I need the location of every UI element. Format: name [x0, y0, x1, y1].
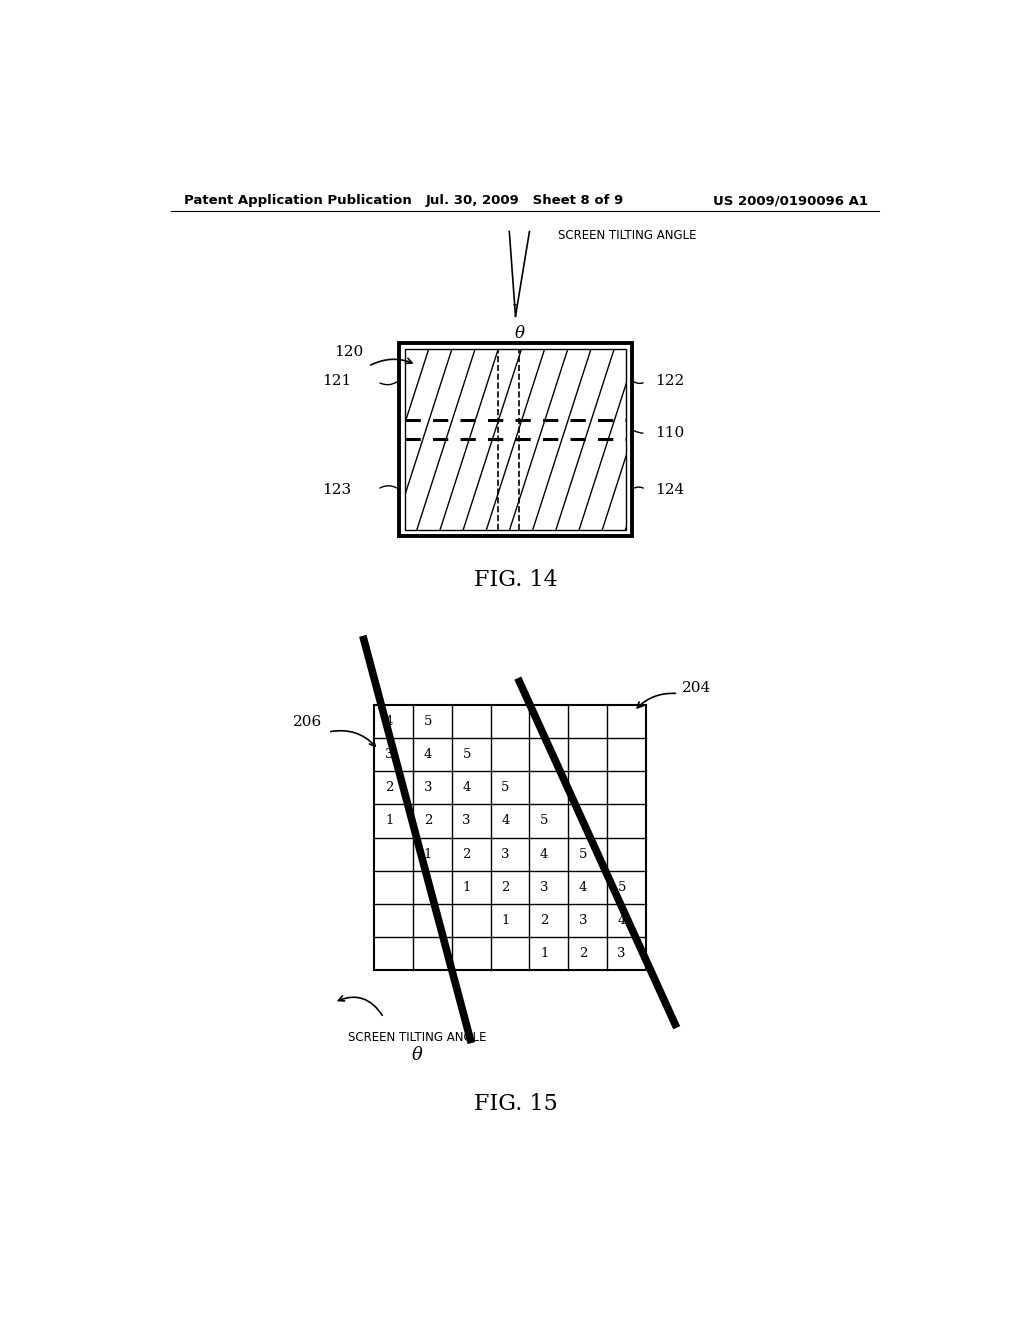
Bar: [406, 350, 626, 529]
Text: 4: 4: [424, 748, 432, 762]
Text: 4: 4: [617, 913, 626, 927]
Text: 3: 3: [385, 748, 393, 762]
Text: 5: 5: [463, 748, 471, 762]
Text: 124: 124: [655, 483, 684, 496]
Text: 3: 3: [501, 847, 510, 861]
Text: 1: 1: [424, 847, 432, 861]
Text: 4: 4: [579, 880, 587, 894]
Text: 1: 1: [463, 880, 471, 894]
Text: 4: 4: [385, 715, 393, 729]
Text: 1: 1: [501, 913, 510, 927]
Text: 204: 204: [682, 681, 712, 696]
Text: 1: 1: [385, 814, 393, 828]
Text: Patent Application Publication: Patent Application Publication: [183, 194, 412, 207]
Text: 5: 5: [424, 715, 432, 729]
Text: 120: 120: [334, 346, 364, 359]
Text: 3: 3: [617, 946, 626, 960]
Text: 121: 121: [322, 374, 351, 388]
Text: θ: θ: [412, 1045, 423, 1064]
Text: 5: 5: [540, 814, 549, 828]
Text: US 2009/0190096 A1: US 2009/0190096 A1: [713, 194, 868, 207]
Text: 4: 4: [501, 814, 510, 828]
Text: 2: 2: [385, 781, 393, 795]
Text: 2: 2: [463, 847, 471, 861]
Text: FIG. 14: FIG. 14: [474, 569, 557, 591]
Text: 206: 206: [293, 715, 322, 729]
Text: 122: 122: [655, 374, 684, 388]
Text: 5: 5: [617, 880, 626, 894]
Text: 2: 2: [424, 814, 432, 828]
Text: 3: 3: [463, 814, 471, 828]
Text: 4: 4: [463, 781, 471, 795]
Text: 2: 2: [540, 913, 549, 927]
Text: 2: 2: [579, 946, 587, 960]
Text: 110: 110: [655, 426, 684, 441]
Text: 3: 3: [424, 781, 432, 795]
Text: 123: 123: [323, 483, 351, 496]
Text: SCREEN TILTING ANGLE: SCREEN TILTING ANGLE: [558, 228, 696, 242]
Text: θ: θ: [515, 325, 525, 342]
Text: FIG. 15: FIG. 15: [474, 1093, 557, 1115]
Text: 5: 5: [579, 847, 587, 861]
Text: 1: 1: [540, 946, 549, 960]
Text: SCREEN TILTING ANGLE: SCREEN TILTING ANGLE: [348, 1031, 486, 1044]
Text: 2: 2: [501, 880, 510, 894]
Text: Jul. 30, 2009   Sheet 8 of 9: Jul. 30, 2009 Sheet 8 of 9: [426, 194, 624, 207]
Bar: [399, 343, 632, 536]
Text: 4: 4: [540, 847, 549, 861]
Text: 3: 3: [579, 913, 587, 927]
Text: 5: 5: [501, 781, 510, 795]
Text: 3: 3: [540, 880, 549, 894]
